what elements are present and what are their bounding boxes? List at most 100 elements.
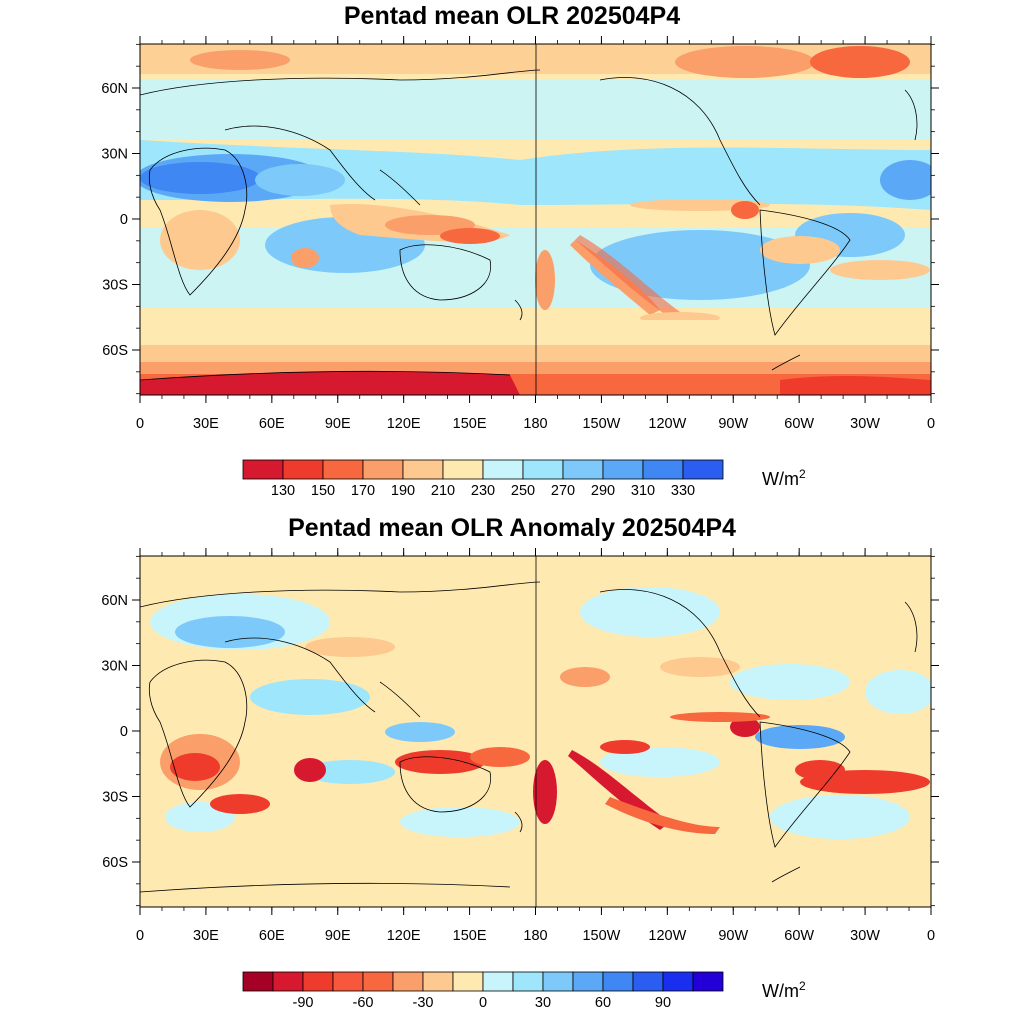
colorbar-box xyxy=(562,459,604,480)
colorbar-unit: W/m2 xyxy=(762,979,806,1001)
colorbar-box xyxy=(272,971,304,992)
top-panel-title: Pentad mean OLR 202504P4 xyxy=(343,2,681,30)
colorbar-boxes xyxy=(242,971,724,992)
colorbar-box xyxy=(362,459,404,480)
colorbar-box xyxy=(442,459,484,480)
olr-anomaly-map-panel: 0 30E 60E 90E 120E 150E 180 150W 120W 90W 60W 30W 0 6… xyxy=(101,548,939,944)
colorbar-box xyxy=(602,459,644,480)
colorbar-box xyxy=(542,971,574,992)
colorbar-box xyxy=(512,971,544,992)
colorbar-tick-label: 60 xyxy=(595,995,611,1011)
colorbar-box xyxy=(662,971,694,992)
colorbar-box xyxy=(452,971,484,992)
lat-label: 30S xyxy=(102,278,128,294)
colorbar-tick-label: 310 xyxy=(631,483,655,499)
lat-label: 30N xyxy=(101,147,128,163)
colorbar-tick-label: 230 xyxy=(471,483,495,499)
colorbar-tick-label: 30 xyxy=(535,995,551,1011)
lat-label: 30S xyxy=(102,790,128,806)
lat-label: 60N xyxy=(101,81,128,97)
lon-label: 60E xyxy=(259,416,285,432)
colorbar-tick-label: 250 xyxy=(511,483,535,499)
lon-label: 0 xyxy=(136,416,144,432)
colorbar-tick-label: -60 xyxy=(353,995,374,1011)
colorbar-box xyxy=(682,459,724,480)
colorbar-box xyxy=(602,971,634,992)
colorbar-box xyxy=(242,459,284,480)
colorbar-box xyxy=(402,459,444,480)
olr-colorbar: 130 150 170 190 210 230 250 270 290 310 330 xyxy=(242,459,724,499)
colorbar-box xyxy=(362,971,394,992)
map-axes: 0 30E 60E 90E 120E 150E 180 150W 120W 90W 60W 30W 0 6… xyxy=(101,548,939,944)
colorbar-tick-label: 290 xyxy=(591,483,615,499)
colorbar-box xyxy=(242,971,274,992)
lon-label: 90W xyxy=(718,928,748,944)
colorbar-box xyxy=(392,971,424,992)
lat-label: 0 xyxy=(120,212,128,228)
lon-label: 150E xyxy=(453,416,487,432)
coastlines xyxy=(140,69,918,381)
lat-label: 60S xyxy=(102,855,128,871)
colorbar-tick-label: 130 xyxy=(271,483,295,499)
colorbar-box xyxy=(282,459,324,480)
lon-label: 150W xyxy=(582,416,620,432)
colorbar-tick-label: 210 xyxy=(431,483,455,499)
lon-label: 120E xyxy=(387,416,421,432)
colorbar-box xyxy=(632,971,664,992)
lon-label: 30E xyxy=(193,416,219,432)
olr-field xyxy=(140,44,931,395)
colorbar-box xyxy=(572,971,604,992)
lon-label: 90W xyxy=(718,416,748,432)
colorbar-box xyxy=(642,459,684,480)
colorbar-tick-label: -30 xyxy=(413,995,434,1011)
colorbar-tick-label: 330 xyxy=(671,483,695,499)
colorbar-box xyxy=(332,971,364,992)
colorbar-box xyxy=(692,971,724,992)
olr-map-panel: 0 30E 60E 90E 120E 150E 180 150W 120W 90W 60W 30W 0 6… xyxy=(101,36,939,432)
colorbar-tick-label: 270 xyxy=(551,483,575,499)
colorbar-unit: W/m2 xyxy=(762,467,806,489)
lon-label: 0 xyxy=(136,928,144,944)
lon-label: 30W xyxy=(850,928,880,944)
lat-label: 60N xyxy=(101,593,128,609)
map-axes: 0 30E 60E 90E 120E 150E 180 150W 120W 90W 60W 30W 0 6… xyxy=(101,36,939,432)
lon-label: 60W xyxy=(784,416,814,432)
colorbar-tick-label: 90 xyxy=(655,995,671,1011)
lon-label: 120W xyxy=(648,928,686,944)
colorbar-labels: -90 -60 -30 0 30 60 90 xyxy=(293,995,672,1011)
lat-label: 60S xyxy=(102,343,128,359)
lon-label: 120W xyxy=(648,416,686,432)
colorbar-box xyxy=(422,971,454,992)
lon-label: 180 xyxy=(523,928,547,944)
colorbar-tick-label: 150 xyxy=(311,483,335,499)
lon-label: 150W xyxy=(582,928,620,944)
colorbar-tick-label: 0 xyxy=(479,995,487,1011)
lon-label: 90E xyxy=(325,928,351,944)
lon-label: 90E xyxy=(325,416,351,432)
lon-label: 30E xyxy=(193,928,219,944)
lon-label: 0 xyxy=(927,928,935,944)
lon-label: 0 xyxy=(927,416,935,432)
colorbar-box xyxy=(522,459,564,480)
colorbar-box xyxy=(322,459,364,480)
lon-label: 180 xyxy=(523,416,547,432)
lon-label: 30W xyxy=(850,416,880,432)
lon-label: 120E xyxy=(387,928,421,944)
colorbar-tick-label: -90 xyxy=(293,995,314,1011)
colorbar-tick-label: 170 xyxy=(351,483,375,499)
colorbar-labels: 130 150 170 190 210 230 250 270 290 310 330 xyxy=(271,483,695,499)
lon-label: 60E xyxy=(259,928,285,944)
coastlines xyxy=(140,581,918,893)
lon-label: 60W xyxy=(784,928,814,944)
lat-label: 30N xyxy=(101,659,128,675)
lat-label: 0 xyxy=(120,724,128,740)
bottom-panel-title: Pentad mean OLR Anomaly 202504P4 xyxy=(288,514,736,542)
colorbar-boxes xyxy=(242,459,724,480)
lon-label: 150E xyxy=(453,928,487,944)
anomaly-field xyxy=(140,556,931,907)
colorbar-box xyxy=(302,971,334,992)
anomaly-colorbar: -90 -60 -30 0 30 60 90 xyxy=(242,971,724,1011)
colorbar-box xyxy=(482,971,514,992)
colorbar-tick-label: 190 xyxy=(391,483,415,499)
colorbar-box xyxy=(482,459,524,480)
